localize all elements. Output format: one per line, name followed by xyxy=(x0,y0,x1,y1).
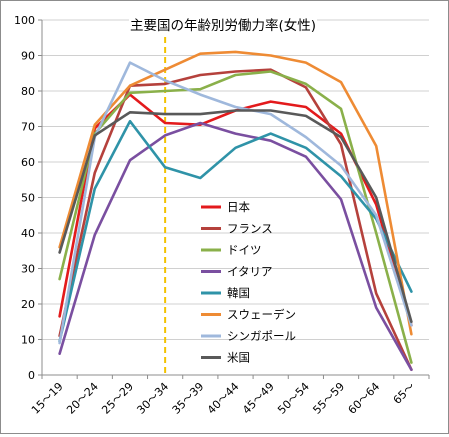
series-layer xyxy=(58,50,413,372)
legend-label: イタリア xyxy=(227,265,273,279)
chart-title: 主要国の年齢別労働力率(女性) xyxy=(130,17,316,34)
y-tick-label: 60 xyxy=(21,156,35,169)
x-tick-label: 60～64 xyxy=(346,380,383,417)
legend-label: フランス xyxy=(227,222,273,236)
series-line xyxy=(58,119,413,343)
legend-label: 米国 xyxy=(227,351,250,365)
x-tick-labels: 15～1920～2425～2930～3435～3940～4445～4950～54… xyxy=(29,380,418,417)
y-tick-label: 80 xyxy=(21,85,35,98)
x-tick-label: 45～49 xyxy=(240,380,277,417)
series-line xyxy=(58,121,413,372)
series-line xyxy=(58,50,413,336)
series-line xyxy=(58,68,413,372)
x-tick-label: 15～19 xyxy=(29,380,66,417)
legend-label: 日本 xyxy=(227,200,250,214)
y-tick-label: 0 xyxy=(28,369,35,382)
x-tick-label: 40～44 xyxy=(205,380,242,417)
x-tick-label: 35～39 xyxy=(170,380,207,417)
y-tick-label: 20 xyxy=(21,298,35,311)
legend-label: ドイツ xyxy=(227,243,262,257)
y-tick-label: 50 xyxy=(21,192,35,205)
y-tick-label: 70 xyxy=(21,121,35,134)
x-tick-label: 55～59 xyxy=(310,380,347,417)
y-tick-label: 30 xyxy=(21,263,35,276)
y-tick-label: 100 xyxy=(14,14,35,27)
axes xyxy=(38,19,430,379)
y-tick-labels: 0 10 20 30 40 50 60 70 80 90 100 xyxy=(14,14,35,382)
x-tick-label: 65～ xyxy=(391,380,418,407)
series-line xyxy=(58,109,413,324)
x-tick-label: 30～34 xyxy=(134,380,171,417)
x-tick-label: 50～54 xyxy=(275,380,312,417)
y-tick-label: 10 xyxy=(21,334,35,347)
legend-label: 韓国 xyxy=(227,286,250,300)
legend-label: シンガポール xyxy=(227,329,296,343)
x-tick-label: 25～29 xyxy=(99,380,136,417)
y-tick-label: 40 xyxy=(21,227,35,240)
title-background xyxy=(129,14,317,36)
x-tick-label: 20～24 xyxy=(64,380,101,417)
y-tick-label: 90 xyxy=(21,50,35,63)
series-line xyxy=(58,61,413,345)
legend-label: スウェーデン xyxy=(227,308,296,322)
series-line xyxy=(58,70,413,364)
